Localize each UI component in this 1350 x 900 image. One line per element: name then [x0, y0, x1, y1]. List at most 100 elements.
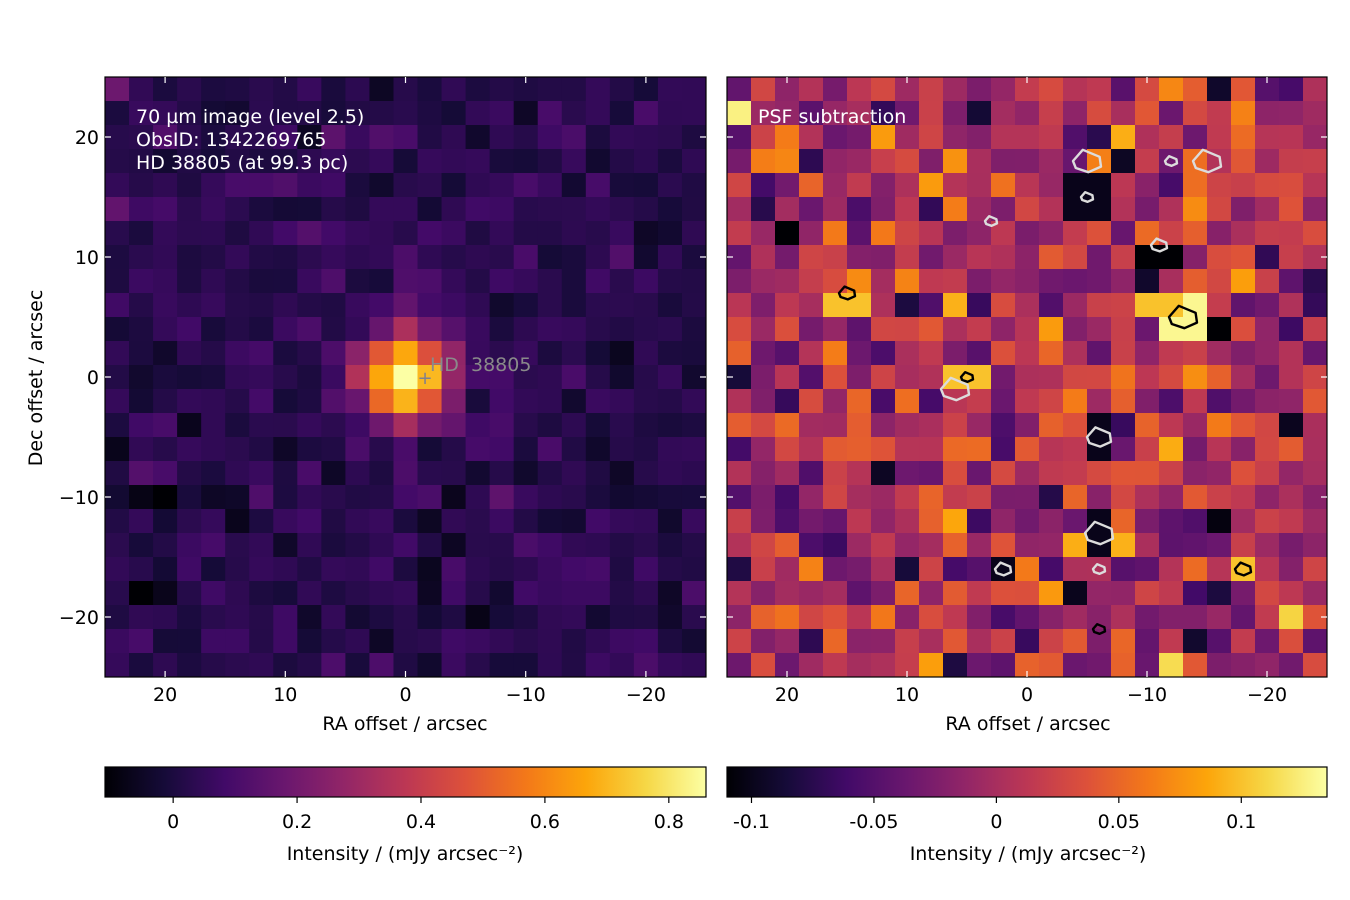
right-heatmap-cell — [847, 653, 872, 677]
left-heatmap-cell — [273, 629, 298, 654]
left-heatmap-cell — [489, 341, 515, 366]
left-heatmap-cell — [129, 149, 154, 174]
left-heatmap-cell — [417, 485, 443, 510]
left-heatmap-cell — [225, 101, 250, 126]
left-heatmap-cell — [417, 389, 443, 414]
left-heatmap-cell — [537, 581, 563, 606]
right-heatmap-cell — [775, 341, 800, 366]
right-heatmap-cell — [1207, 485, 1232, 510]
right-heatmap-cell — [1255, 533, 1280, 558]
left-heatmap-cell — [465, 149, 491, 174]
right-colorbar-gradient — [726, 766, 1328, 798]
right-heatmap-cell — [1231, 413, 1256, 438]
left-heatmap-cell — [321, 77, 346, 102]
right-heatmap-cell — [895, 197, 920, 222]
left-heatmap-cell — [129, 245, 154, 270]
left-heatmap-cell — [417, 269, 443, 294]
left-heatmap-cell — [201, 269, 226, 294]
left-heatmap-cell — [105, 197, 130, 222]
left-heatmap-cell — [585, 509, 611, 534]
left-heatmap-cell — [345, 557, 371, 582]
left-heatmap-cell — [657, 653, 683, 677]
left-heatmap-cell — [441, 629, 467, 654]
left-colorbar-tick-label: 0 — [167, 811, 179, 833]
left-heatmap-cell — [273, 101, 298, 126]
right-heatmap-cell — [1183, 581, 1208, 606]
left-heatmap-cell — [561, 461, 587, 486]
right-heatmap-cell — [751, 149, 776, 174]
left-heatmap-cell — [369, 389, 395, 414]
right-heatmap-cell — [775, 437, 800, 462]
left-heatmap-cell — [585, 173, 611, 198]
left-heatmap-cell — [369, 101, 395, 126]
right-heatmap-cell — [799, 341, 824, 366]
right-heatmap-cell — [967, 317, 992, 342]
left-heatmap-cell — [177, 245, 202, 270]
left-heatmap-cell — [297, 293, 322, 318]
right-heatmap-cell — [871, 173, 896, 198]
right-heatmap-cell — [1303, 173, 1327, 198]
right-heatmap-cell — [1303, 533, 1327, 558]
left-heatmap-cell — [633, 485, 659, 510]
left-heatmap-cell — [153, 197, 178, 222]
right-heatmap-cell — [847, 197, 872, 222]
right-heatmap-cell — [751, 581, 776, 606]
right-heatmap-cell — [1039, 125, 1064, 150]
left-heatmap-cell — [321, 197, 346, 222]
target-label: HD 38805 — [430, 354, 531, 376]
right-heatmap-cell — [1039, 389, 1064, 414]
right-heatmap-cell — [799, 485, 824, 510]
left-heatmap-cell — [273, 389, 298, 414]
right-heatmap-cell — [967, 581, 992, 606]
left-heatmap-cell — [681, 77, 706, 102]
right-heatmap-cell — [751, 293, 776, 318]
left-heatmap-cell — [249, 77, 274, 102]
left-heatmap-cell — [129, 77, 154, 102]
left-heatmap-cell — [633, 341, 659, 366]
right-heatmap-cell — [847, 461, 872, 486]
right-heatmap-cell — [1087, 341, 1112, 366]
right-heatmap-cell — [967, 149, 992, 174]
left-heatmap-cell — [201, 389, 226, 414]
left-heatmap-cell — [489, 653, 515, 677]
left-heatmap-cell — [273, 557, 298, 582]
right-heatmap-cell — [1087, 365, 1112, 390]
left-heatmap-cell — [465, 509, 491, 534]
right-heatmap-cell — [1207, 173, 1232, 198]
left-heatmap-cell — [129, 221, 154, 246]
left-heatmap-cell — [129, 509, 154, 534]
right-heatmap-cell — [751, 509, 776, 534]
left-heatmap-cell — [609, 485, 635, 510]
right-heatmap-cell — [847, 245, 872, 270]
left-heatmap-cell — [537, 389, 563, 414]
right-heatmap-cell — [751, 485, 776, 510]
right-heatmap-cell — [1111, 221, 1136, 246]
right-heatmap-cell — [1207, 509, 1232, 534]
right-heatmap-cell — [751, 653, 776, 677]
right-heatmap-cell — [1063, 245, 1088, 270]
right-heatmap-cell — [1207, 389, 1232, 414]
right-heatmap-cell — [1279, 149, 1304, 174]
left-heatmap-cell — [465, 125, 491, 150]
right-heatmap-cell — [895, 269, 920, 294]
right-heatmap-cell — [1135, 413, 1160, 438]
left-heatmap-cell — [369, 245, 395, 270]
right-heatmap-cell — [1231, 317, 1256, 342]
right-heatmap-cell — [1279, 293, 1304, 318]
left-heatmap-cell — [657, 125, 683, 150]
left-heatmap-cell — [321, 605, 346, 630]
left-heatmap-cell — [201, 485, 226, 510]
left-heatmap-cell — [681, 461, 706, 486]
left-heatmap-cell — [489, 461, 515, 486]
right-heatmap-cell — [1015, 557, 1040, 582]
right-heatmap-cell — [1087, 461, 1112, 486]
right-heatmap-cell — [847, 341, 872, 366]
left-heatmap-cell — [489, 221, 515, 246]
right-heatmap-cell — [727, 173, 752, 198]
right-heatmap-cell — [871, 245, 896, 270]
left-heatmap-cell — [633, 245, 659, 270]
right-heatmap-cell — [895, 245, 920, 270]
right-heatmap-cell — [943, 365, 968, 390]
left-heatmap-cell — [585, 389, 611, 414]
left-heatmap-cell — [465, 461, 491, 486]
